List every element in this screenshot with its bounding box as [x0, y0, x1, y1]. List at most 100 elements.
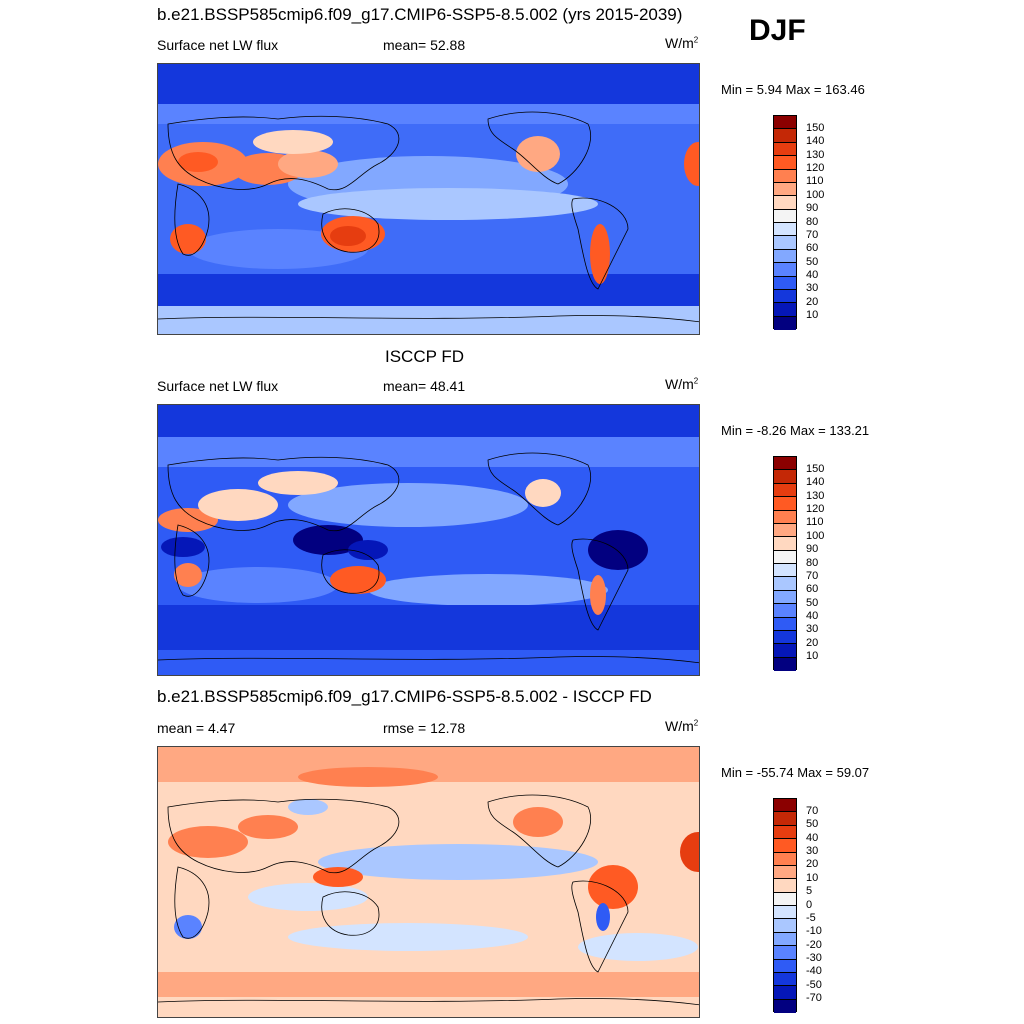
colorbar-swatch [774, 196, 796, 210]
panel-1-minmax: Min = 5.94 Max = 163.46 [721, 82, 865, 97]
panel-3-map [157, 746, 700, 1018]
panel-2-units: W/m2 [665, 376, 699, 392]
panel-2-map [157, 404, 700, 676]
colorbar-tick-label: -50 [806, 978, 822, 991]
colorbar-swatch [774, 116, 796, 130]
panel-2-minmax: Min = -8.26 Max = 133.21 [721, 423, 870, 438]
colorbar-tick-label: -40 [806, 965, 822, 978]
colorbar-swatch [774, 577, 796, 591]
colorbar-swatch [774, 959, 796, 973]
colorbar-swatch [774, 986, 796, 1000]
panel-3-colorbar [773, 798, 797, 1013]
panel-2-title: ISCCP FD [385, 347, 465, 366]
colorbar-tick-label: -30 [806, 952, 822, 964]
panel-2-mean-label: mean= 48.41 [383, 378, 466, 394]
colorbar-tick-label: 80 [806, 556, 819, 569]
colorbar-tick-label: 20 [806, 295, 819, 308]
colorbar-tick-label: 140 [806, 476, 825, 489]
colorbar-swatch [774, 852, 796, 866]
colorbar-tick-label: 20 [806, 636, 819, 649]
panel-1-title: b.e21.BSSP585cmip6.f09_g17.CMIP6-SSP5-8.… [157, 5, 683, 24]
panel-1-map [157, 63, 700, 335]
colorbar-tick-label: 10 [806, 309, 819, 322]
colorbar-swatch [774, 510, 796, 524]
colorbar-swatch [774, 276, 796, 290]
colorbar-tick-label: 120 [806, 503, 825, 515]
panel-2-variable-label: Surface net LW flux [157, 378, 279, 394]
colorbar-tick-label: -10 [806, 925, 822, 938]
colorbar-swatch [774, 537, 796, 551]
colorbar-tick-label: 140 [806, 135, 825, 148]
panel-2-colorbar [773, 456, 797, 671]
colorbar-swatch [774, 879, 796, 893]
colorbar-swatch [774, 303, 796, 317]
colorbar-tick-label: 60 [806, 583, 819, 596]
colorbar-swatch [774, 644, 796, 658]
colorbar-swatch [774, 564, 796, 578]
colorbar-tick-label: 70 [806, 228, 819, 241]
colorbar-swatch [774, 263, 796, 277]
colorbar-swatch [774, 604, 796, 618]
colorbar-swatch [774, 470, 796, 484]
colorbar-tick-label: 100 [806, 529, 825, 542]
colorbar-tick-label: 110 [806, 516, 824, 529]
colorbar-tick-label: 10 [806, 650, 819, 663]
colorbar-swatch [774, 169, 796, 183]
colorbar-tick-label: 120 [806, 162, 825, 174]
colorbar-tick-label: 30 [806, 623, 819, 636]
panel-1-mean-label: mean= 52.88 [383, 37, 466, 53]
colorbar-tick-label: 20 [806, 858, 819, 871]
panel-3-rmse-label: rmse = 12.78 [383, 720, 466, 736]
colorbar-tick-label: 70 [806, 804, 819, 817]
colorbar-swatch [774, 630, 796, 645]
season-label: DJF [749, 14, 806, 47]
panel-3-mean-label: mean = 4.47 [157, 720, 236, 736]
colorbar-swatch [774, 657, 796, 671]
colorbar-tick-label: 5 [806, 885, 813, 898]
colorbar-swatch [774, 892, 796, 906]
colorbar-swatch [774, 919, 796, 933]
panel-3-title: b.e21.BSSP585cmip6.f09_g17.CMIP6-SSP5-8.… [157, 687, 652, 706]
colorbar-tick-label: 90 [806, 543, 819, 556]
colorbar-swatch [774, 617, 796, 631]
colorbar-swatch [774, 972, 796, 987]
colorbar-swatch [774, 825, 796, 840]
colorbar-tick-label: 50 [806, 818, 819, 831]
colorbar-swatch [774, 590, 796, 605]
colorbar-swatch [774, 457, 796, 471]
panel-3-units: W/m2 [665, 718, 699, 734]
colorbar-swatch [774, 812, 796, 826]
colorbar-tick-label: 60 [806, 242, 819, 255]
colorbar-tick-label: 50 [806, 255, 819, 268]
colorbar-tick-label: 30 [806, 845, 819, 857]
panel-1-units: W/m2 [665, 35, 699, 51]
colorbar-tick-label: 10 [806, 871, 819, 884]
colorbar-swatch [774, 142, 796, 157]
colorbar-swatch [774, 316, 796, 330]
colorbar-swatch [774, 289, 796, 304]
colorbar-tick-label: 110 [806, 175, 824, 188]
colorbar-swatch [774, 209, 796, 223]
colorbar-tick-label: 150 [806, 462, 825, 475]
colorbar-tick-label: 40 [806, 831, 819, 844]
colorbar-swatch [774, 839, 796, 853]
colorbar-swatch [774, 182, 796, 197]
panel-1-variable-label: Surface net LW flux [157, 37, 279, 53]
panel-1-colorbar [773, 115, 797, 330]
colorbar-swatch [774, 523, 796, 538]
colorbar-tick-label: 40 [806, 269, 819, 281]
colorbar-tick-label: 50 [806, 596, 819, 609]
colorbar-tick-label: 130 [806, 148, 825, 161]
colorbar-tick-label: -70 [806, 992, 822, 1005]
colorbar-swatch [774, 550, 796, 564]
colorbar-tick-label: 0 [806, 898, 813, 911]
panel-3-minmax: Min = -55.74 Max = 59.07 [721, 765, 870, 780]
colorbar-swatch [774, 932, 796, 947]
colorbar-tick-label: 40 [806, 610, 819, 622]
colorbar-tick-label: 130 [806, 489, 825, 502]
colorbar-tick-label: -20 [806, 938, 822, 951]
colorbar-swatch [774, 223, 796, 237]
colorbar-swatch [774, 236, 796, 250]
colorbar-swatch [774, 946, 796, 960]
colorbar-tick-label: 150 [806, 121, 825, 134]
